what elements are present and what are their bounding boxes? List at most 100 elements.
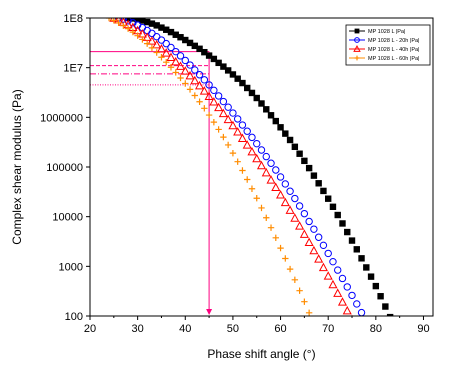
data-point	[238, 121, 247, 129]
data-point	[153, 22, 160, 29]
legend-label: MP 1028 L |Pa|	[368, 29, 405, 35]
y-tick-label: 1E8	[63, 13, 83, 25]
series-1	[124, 18, 394, 316]
data-point	[205, 111, 213, 119]
data-point	[177, 34, 184, 41]
data-point	[242, 140, 252, 149]
data-point	[172, 47, 180, 56]
data-point	[167, 28, 175, 36]
data-point	[233, 127, 243, 136]
data-point	[185, 70, 195, 80]
data-point	[148, 44, 156, 52]
data-point	[247, 146, 257, 156]
data-point	[244, 176, 251, 183]
data-point	[324, 195, 332, 202]
data-point	[282, 130, 289, 137]
data-point	[229, 71, 237, 78]
data-point	[382, 303, 389, 310]
series-4	[105, 18, 313, 316]
x-tick-label: 50	[227, 323, 239, 335]
data-point	[309, 245, 319, 255]
data-point	[167, 64, 175, 71]
data-point	[334, 266, 342, 274]
data-point	[147, 36, 157, 45]
data-point	[291, 194, 299, 203]
data-point	[315, 180, 322, 187]
data-point	[339, 220, 346, 227]
data-point	[252, 153, 262, 163]
data-point	[210, 118, 218, 126]
data-point	[257, 146, 266, 154]
data-point	[344, 228, 351, 236]
legend-label: MP 1028 L - 40h |Pa|	[368, 47, 419, 53]
data-point	[105, 18, 113, 22]
data-point	[224, 67, 232, 74]
data-point	[196, 98, 203, 105]
data-point	[195, 71, 204, 79]
data-point	[343, 283, 351, 291]
data-point	[205, 81, 213, 89]
data-point	[290, 213, 300, 222]
data-point	[153, 49, 160, 56]
data-point	[301, 298, 308, 305]
data-point	[301, 157, 308, 165]
data-point	[210, 86, 218, 95]
data-point	[157, 36, 166, 44]
data-point	[348, 237, 356, 244]
data-point	[223, 114, 233, 124]
data-point	[305, 164, 313, 172]
data-point	[266, 175, 276, 184]
data-point	[158, 54, 165, 61]
data-point	[120, 22, 127, 29]
data-point	[115, 19, 122, 27]
data-point	[272, 234, 279, 242]
x-tick-label: 80	[370, 323, 382, 335]
data-point	[314, 254, 324, 263]
legend-label: MP 1028 L - 60h |Pa|	[368, 56, 419, 62]
data-point	[319, 241, 328, 250]
data-point	[291, 276, 299, 284]
data-point	[186, 61, 194, 69]
y-tick-label: 100000	[46, 162, 83, 174]
data-point	[253, 195, 260, 202]
data-point	[291, 143, 299, 151]
data-point	[196, 45, 203, 52]
legend-marker	[354, 37, 360, 43]
data-point	[328, 279, 338, 289]
data-point	[139, 36, 146, 43]
x-tick-label: 90	[417, 323, 429, 335]
y-tick-label: 1E7	[63, 63, 83, 75]
data-point	[295, 221, 305, 230]
y-tick-label: 1000000	[40, 112, 83, 124]
data-point	[172, 31, 179, 38]
data-point	[186, 86, 194, 93]
data-point	[229, 109, 237, 117]
data-point	[215, 59, 222, 67]
data-point	[219, 97, 228, 106]
data-point	[329, 257, 337, 266]
x-tick-label: 20	[84, 323, 96, 335]
data-point	[277, 124, 284, 131]
data-point	[143, 40, 151, 47]
data-point	[191, 66, 199, 74]
data-point	[171, 56, 181, 66]
data-point	[190, 75, 200, 85]
y-tick-label: 10000	[52, 212, 83, 224]
data-point	[367, 273, 375, 280]
data-point	[209, 97, 219, 106]
data-point	[204, 91, 214, 101]
data-point	[201, 48, 208, 56]
data-point	[286, 136, 294, 144]
x-axis-title: Phase shift angle (°)	[207, 347, 315, 361]
x-tick-label: 30	[132, 323, 144, 335]
legend-marker	[354, 28, 360, 34]
data-point	[248, 133, 256, 142]
data-point	[272, 117, 279, 125]
data-point	[261, 167, 271, 177]
data-point	[200, 76, 209, 84]
data-point	[218, 108, 228, 118]
y-tick-label: 100	[65, 311, 83, 323]
data-point	[163, 58, 170, 66]
data-point	[314, 233, 323, 241]
